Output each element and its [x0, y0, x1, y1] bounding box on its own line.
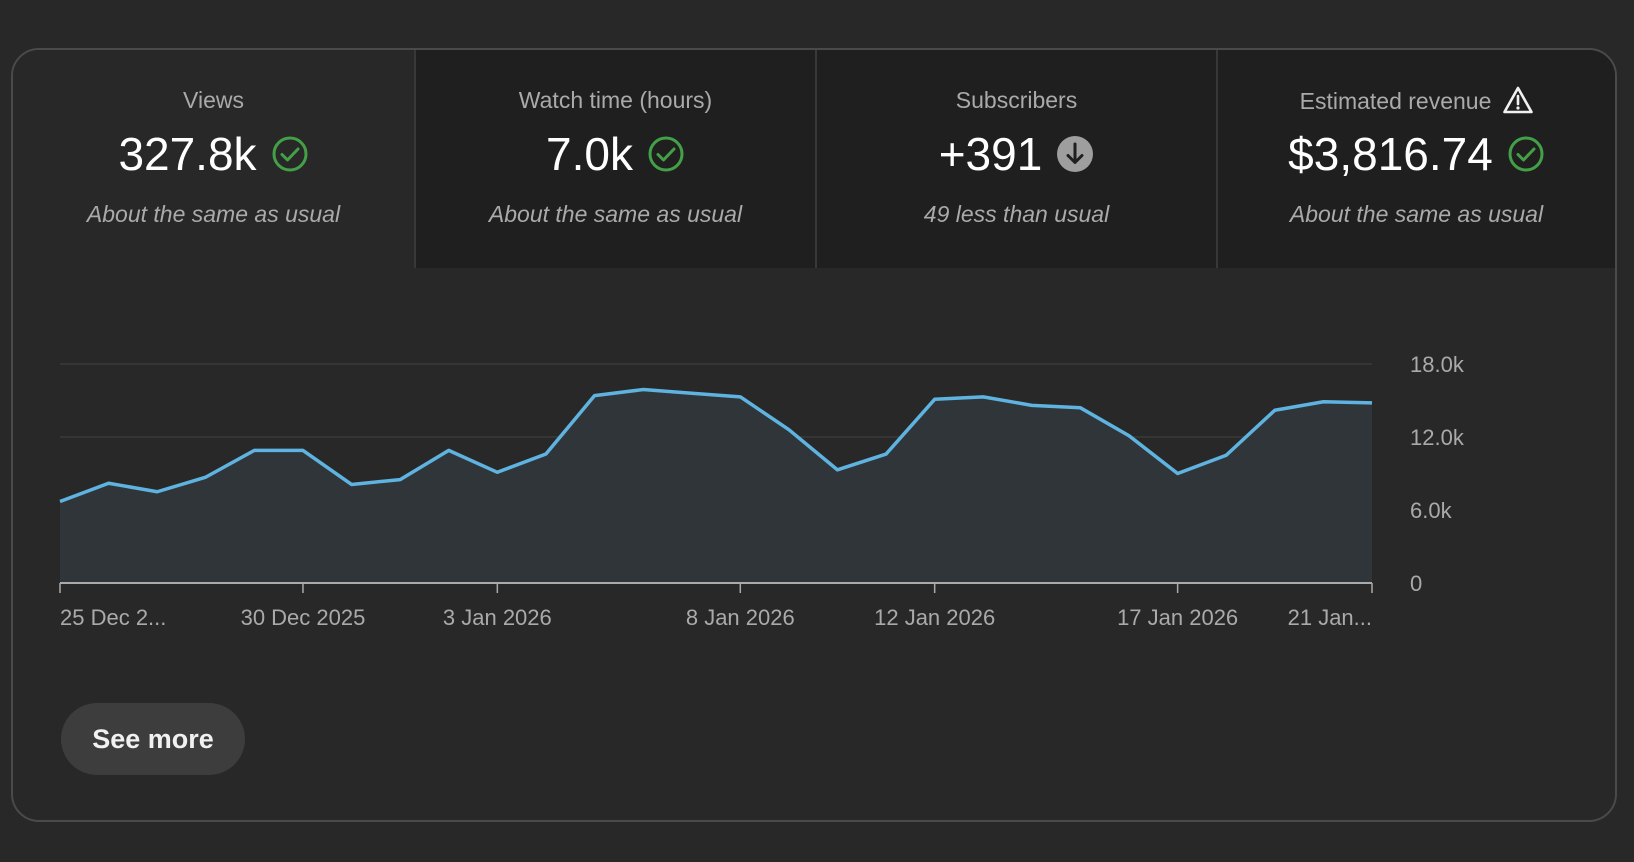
see-more-button[interactable]: See more	[61, 703, 245, 775]
metric-tabs: Views 327.8k About the same as usual Wat…	[13, 50, 1615, 268]
y-tick-label: 12.0k	[1410, 425, 1465, 450]
x-tick-label: 30 Dec 2025	[241, 605, 366, 630]
tab-note: 49 less than usual	[923, 201, 1110, 227]
tab-value: 7.0k	[416, 126, 815, 182]
tab-value: 327.8k	[13, 126, 414, 182]
x-tick-label: 25 Dec 2...	[60, 605, 166, 630]
x-tick-label: 17 Jan 2026	[1117, 605, 1238, 630]
check-circle-icon	[647, 135, 685, 173]
analytics-card: Views 327.8k About the same as usual Wat…	[11, 48, 1617, 822]
x-tick-label: 21 Jan...	[1288, 605, 1372, 630]
series-line	[59, 387, 1373, 504]
tab-subscribers[interactable]: Subscribers +391 49 less than usual	[815, 50, 1216, 268]
x-tick-label: 8 Jan 2026	[686, 605, 795, 630]
tab-value: $3,816.74	[1218, 126, 1615, 182]
check-circle-icon	[1507, 135, 1545, 173]
tab-value: +391	[817, 126, 1216, 182]
views-chart: 18.0k 12.0k 6.0k 0 25 Dec 2... 30 Dec 2025 3 J…	[59, 352, 1465, 630]
tab-title: Estimated revenue	[1218, 86, 1615, 120]
tab-note: About the same as usual	[86, 201, 341, 227]
tab-watch-time[interactable]: Watch time (hours) 7.0k About the same a…	[414, 50, 815, 268]
tab-title: Watch time (hours)	[518, 87, 713, 113]
arrow-down-circle-icon	[1056, 135, 1094, 173]
tab-title: Views	[183, 87, 244, 113]
tab-note: About the same as usual	[1289, 201, 1544, 227]
tab-note: About the same as usual	[488, 201, 743, 227]
x-tick-label: 12 Jan 2026	[874, 605, 995, 630]
tab-views[interactable]: Views 327.8k About the same as usual	[13, 50, 414, 268]
y-tick-label: 0	[1410, 571, 1422, 596]
check-circle-icon	[271, 135, 309, 173]
warning-icon	[1503, 86, 1534, 120]
tab-estimated-revenue[interactable]: Estimated revenue $3,816.74 About the sa…	[1216, 50, 1615, 268]
y-tick-label: 6.0k	[1410, 498, 1453, 523]
tab-title: Subscribers	[955, 87, 1078, 113]
y-tick-label: 18.0k	[1410, 352, 1465, 377]
series-area	[60, 389, 1372, 583]
x-tick-label: 3 Jan 2026	[443, 605, 552, 630]
